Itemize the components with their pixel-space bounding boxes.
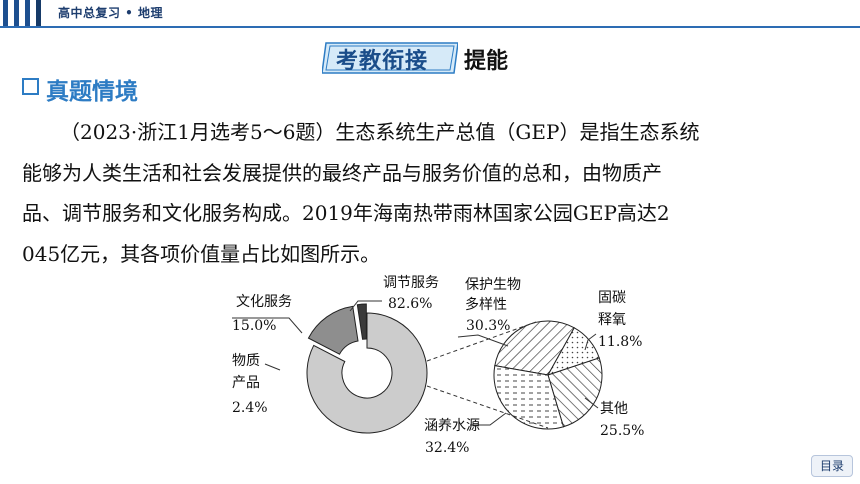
pie-slice-涵养水源 (493, 365, 565, 430)
leader-line (457, 334, 509, 347)
donut-chart (306, 303, 428, 434)
header-accent-bar (14, 0, 19, 26)
paragraph-line: 品、调节服务和文化服务构成。2019年海南热带雨林国家公园GEP高达2 (22, 201, 670, 225)
banner-tag-shape (322, 42, 458, 74)
label-regulating-name: 调节服务 (383, 275, 439, 291)
label-carbon-name: 释氧 (598, 312, 626, 328)
regulating-breakdown-pie (493, 320, 603, 430)
banner-suffix-text: 提能 (464, 49, 509, 74)
leader-line (232, 317, 303, 334)
section-banner: 考教衔接 提能 (322, 40, 534, 78)
donut-slice-文化服务 (307, 305, 359, 355)
leader-line (584, 333, 597, 351)
pie-slice-其他 (547, 357, 603, 428)
donut-slice-调节服务 (306, 312, 428, 434)
label-regulating-pct: 82.6% (388, 296, 432, 312)
banner-tag-text: 考教衔接 (336, 49, 429, 74)
label-bio-name: 多样性 (465, 296, 507, 313)
leader-line (264, 363, 281, 371)
question-paragraph: （2023·浙江1月选考5～6题）生态系统生产总值（GEP）是指生态系统 能够为… (22, 112, 832, 274)
checkbox-square-icon (22, 78, 39, 95)
label-bio-name: 保护生物 (465, 277, 521, 293)
label-water-name: 涵养水源 (424, 418, 480, 434)
leader-line (584, 397, 599, 409)
donut-slice-物质产品 (356, 303, 367, 340)
paragraph-line: 能够为人类生活和社会发展提供的最终产品与服务价值的总和，由物质产 (22, 160, 662, 185)
label-other-name: 其他 (600, 401, 628, 417)
label-material-pct: 2.4% (232, 400, 268, 416)
label-cultural-name: 文化服务 (236, 294, 292, 310)
pie-slice-保护生物多样性 (494, 320, 575, 376)
label-water-pct: 32.4% (425, 440, 469, 456)
leader-line (349, 300, 382, 312)
header-accent-bar (3, 0, 8, 26)
section-heading-label: 真题情境 (46, 79, 138, 105)
leader-line (470, 412, 507, 426)
paragraph-line: （2023·浙江1月选考5～6题）生态系统生产总值（GEP）是指生态系统 (60, 120, 700, 144)
header-accent-bar (25, 0, 30, 26)
label-material-name: 产品 (232, 375, 260, 391)
label-material-name: 物质 (232, 353, 260, 369)
pie-slice-固碳释氧 (546, 327, 600, 376)
label-other-pct: 25.5% (600, 423, 644, 439)
label-bio-pct: 30.3% (466, 318, 510, 334)
label-carbon-name: 固碳 (598, 290, 626, 306)
header-rule (0, 26, 860, 28)
header-bar: 高中总复习 • 地理 (0, 0, 860, 28)
label-cultural-pct: 15.0% (232, 318, 276, 334)
paragraph-line: 045亿元，其各项价值量占比如图所示。 (22, 241, 381, 266)
header-title: 高中总复习 • 地理 (58, 6, 164, 20)
connector-line (426, 385, 549, 429)
toc-button[interactable]: 目录 (811, 455, 853, 477)
connector-line (426, 321, 537, 362)
label-carbon-pct: 11.8% (598, 334, 642, 350)
header-accent-bar (36, 0, 41, 26)
